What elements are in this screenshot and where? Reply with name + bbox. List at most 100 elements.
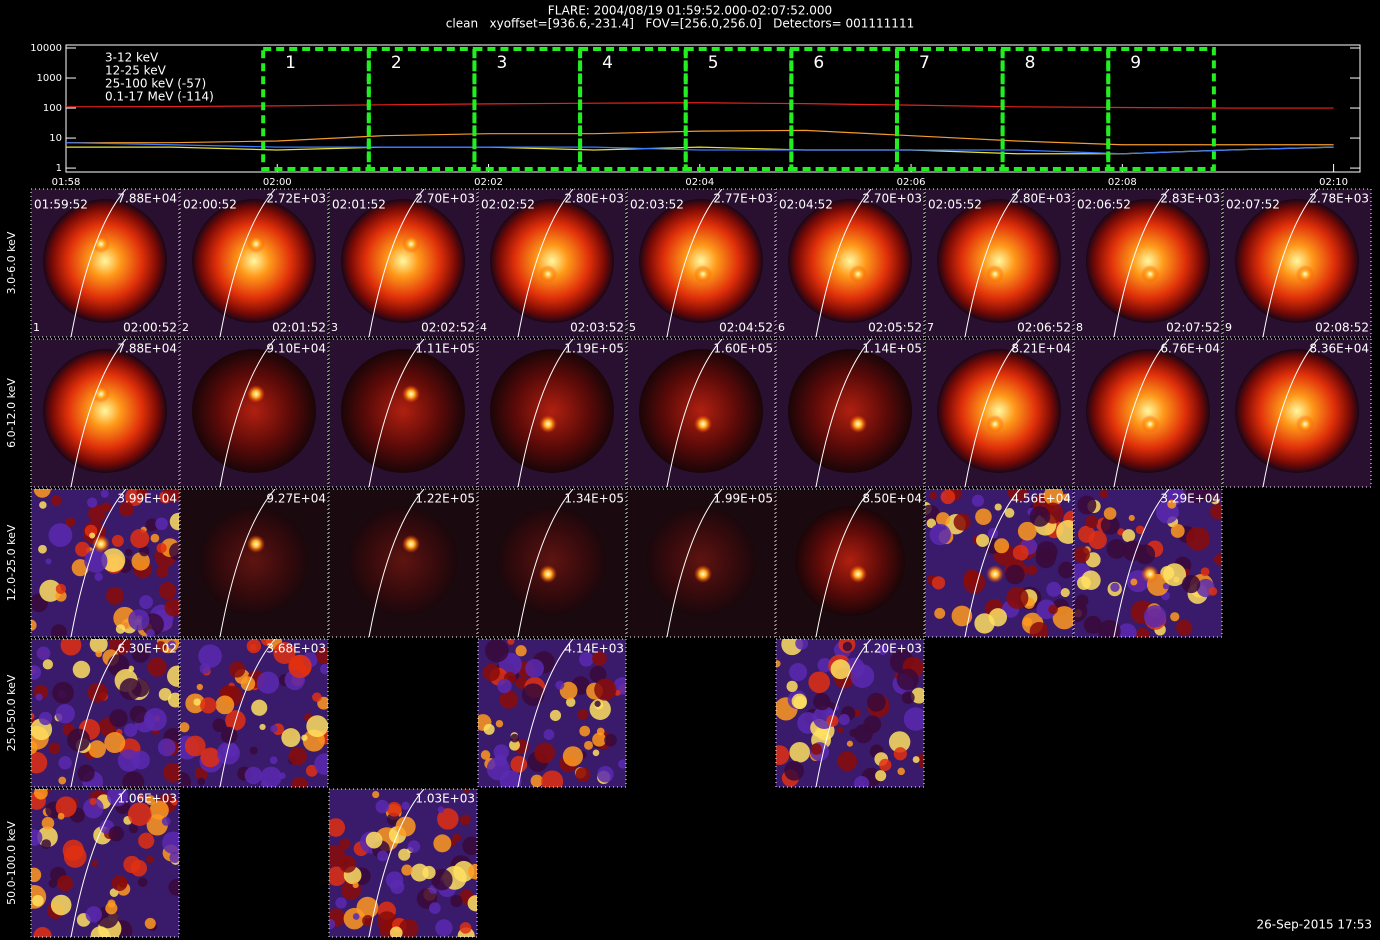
end-time: 02:05:52 [868, 321, 922, 335]
image-cell: 1.20E+03 [775, 638, 925, 788]
noise [784, 760, 805, 781]
noise [31, 712, 35, 720]
legend-entry: 3-12 keV [105, 51, 159, 65]
noise [897, 767, 905, 776]
limb [517, 489, 574, 637]
noise [89, 639, 108, 654]
noise [162, 831, 179, 854]
interval-label: 8 [1025, 53, 1036, 73]
image-cell: 2.80E+03 02:05:52 7 02:06:52 [924, 188, 1074, 338]
noise [1162, 582, 1170, 590]
image [31, 789, 179, 937]
noise [543, 729, 555, 740]
noise [594, 678, 617, 701]
noise [1199, 489, 1222, 503]
noise [124, 548, 133, 557]
noise [1083, 615, 1102, 634]
series-line [66, 129, 1334, 146]
image-cell: 1.99E+05 [626, 488, 776, 638]
noise [35, 693, 43, 701]
noise [288, 654, 312, 679]
max-value: 1.22E+05 [415, 492, 475, 506]
interval-label: 1 [285, 53, 296, 73]
noise [376, 911, 397, 932]
noise [163, 762, 179, 783]
noise [1036, 599, 1057, 620]
noise [128, 824, 139, 834]
noise [36, 646, 51, 661]
limb [70, 189, 127, 337]
end-time: 02:07:52 [1166, 321, 1220, 335]
image-cell: 6.30E+02 [30, 638, 180, 788]
noise [33, 489, 51, 498]
image [627, 339, 775, 487]
noise [422, 865, 436, 880]
noise [90, 926, 110, 937]
noise [31, 740, 38, 755]
noise [813, 692, 831, 711]
image-cell: 6.76E+04 [1073, 338, 1223, 488]
noise [329, 818, 346, 837]
noise [1110, 582, 1120, 592]
noise [817, 658, 832, 673]
noise [893, 747, 907, 761]
noise [256, 671, 280, 694]
limb [1262, 339, 1319, 487]
disk [199, 506, 309, 616]
noise [830, 659, 851, 680]
max-value: 3.68E+03 [266, 642, 326, 656]
noise [1200, 567, 1210, 577]
limb [1262, 189, 1319, 337]
noise [1029, 621, 1049, 637]
x-tick-label: 02:04 [685, 177, 714, 188]
disk [639, 199, 763, 323]
noise [1128, 514, 1135, 522]
max-value: 2.83E+03 [1160, 192, 1220, 206]
source [849, 265, 867, 283]
noise [510, 755, 528, 773]
disk [1086, 349, 1210, 473]
source [986, 565, 1004, 583]
noise [301, 734, 308, 741]
noise [838, 714, 850, 726]
noise [1075, 594, 1089, 607]
noise [562, 746, 583, 767]
noise [579, 651, 594, 667]
noise [776, 745, 790, 766]
noise [171, 799, 178, 806]
interval-box [578, 47, 688, 171]
noise [32, 894, 44, 907]
limb [666, 339, 723, 487]
noise [579, 725, 591, 737]
interval-label: 4 [602, 53, 613, 73]
noise [1176, 619, 1193, 637]
source [849, 565, 867, 583]
disk [341, 199, 465, 323]
noise [136, 489, 148, 499]
noise [1035, 547, 1056, 569]
limb [368, 789, 425, 937]
noise [169, 851, 179, 864]
disk [788, 349, 912, 473]
noise [63, 845, 87, 868]
image [478, 639, 626, 787]
noise [100, 489, 109, 498]
noise [31, 619, 37, 631]
max-value: 1.03E+03 [415, 792, 475, 806]
noise [111, 875, 128, 891]
noise [912, 756, 920, 764]
noise [541, 770, 564, 787]
source [247, 535, 265, 553]
noise [462, 836, 477, 856]
noise [525, 659, 544, 678]
image-cell: 1.19E+05 [477, 338, 627, 488]
noise [1117, 623, 1137, 637]
image-cell: 1.11E+05 [328, 338, 478, 488]
noise [137, 877, 148, 887]
noise [940, 489, 956, 505]
noise [1106, 539, 1127, 559]
noise [1060, 587, 1070, 598]
x-tick-label: 02:10 [1319, 177, 1348, 188]
limb [964, 489, 1021, 637]
noise [65, 517, 76, 527]
